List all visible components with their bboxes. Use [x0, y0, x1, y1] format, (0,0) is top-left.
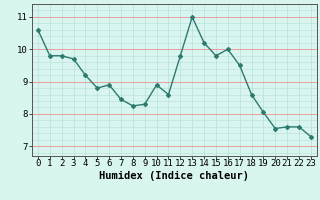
X-axis label: Humidex (Indice chaleur): Humidex (Indice chaleur): [100, 171, 249, 181]
